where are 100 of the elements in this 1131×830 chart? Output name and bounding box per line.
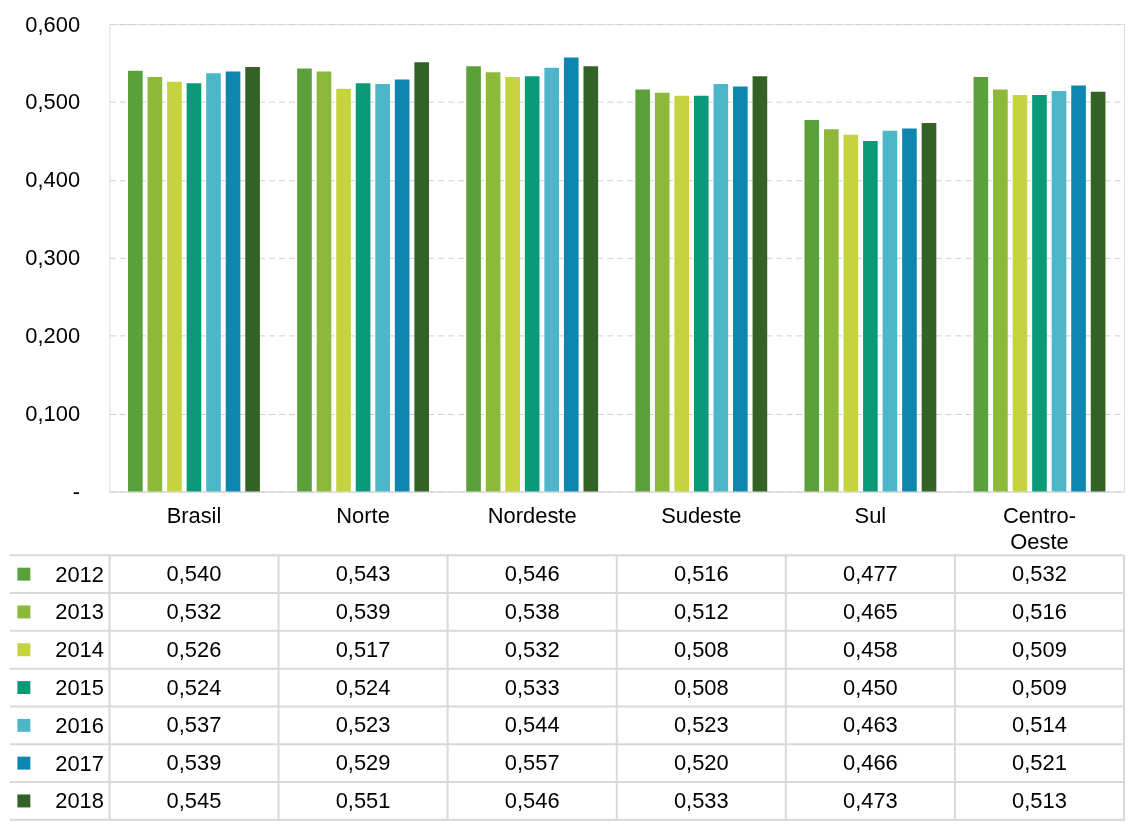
data-label: 0,517 xyxy=(335,636,391,662)
y-tick-label: - xyxy=(72,479,81,505)
y-tick-label: 0,400 xyxy=(25,167,81,193)
data-label: 0,509 xyxy=(1012,636,1067,662)
bar xyxy=(186,83,202,492)
bar xyxy=(147,77,163,492)
x-tick-label: Norte xyxy=(336,502,390,528)
bar xyxy=(505,77,520,492)
bar xyxy=(128,70,143,492)
legend-label: 2016 xyxy=(55,712,104,738)
bar xyxy=(206,73,221,492)
bar xyxy=(823,129,839,492)
bar xyxy=(863,140,878,492)
x-tick-label: Sul xyxy=(854,502,887,528)
bar xyxy=(973,77,989,492)
bar xyxy=(693,95,709,492)
data-label: 0,463 xyxy=(843,712,898,738)
bar xyxy=(1051,91,1067,492)
bar xyxy=(485,72,501,492)
bar xyxy=(563,57,579,492)
bar xyxy=(1032,94,1047,492)
data-label: 0,539 xyxy=(166,750,222,776)
x-tick-label: Brasil xyxy=(166,502,222,528)
data-label: 0,537 xyxy=(166,712,222,738)
bar xyxy=(544,67,560,492)
bar xyxy=(375,84,390,492)
data-label: 0,477 xyxy=(843,561,898,587)
data-label: 0,539 xyxy=(335,598,391,624)
legend-label: 2017 xyxy=(55,750,104,776)
data-label: 0,533 xyxy=(673,787,729,813)
bar xyxy=(752,76,768,492)
legend-label: 2014 xyxy=(55,637,104,663)
data-label: 0,521 xyxy=(1012,750,1067,776)
x-tick-label: Sudeste xyxy=(661,502,742,528)
bar xyxy=(394,79,410,492)
data-label: 0,546 xyxy=(504,787,560,813)
legend-label: 2012 xyxy=(55,561,104,587)
bar xyxy=(1090,91,1106,492)
data-label: 0,551 xyxy=(335,787,391,813)
bar xyxy=(993,89,1008,492)
x-tick-label: Nordeste xyxy=(487,502,577,528)
bar xyxy=(635,89,650,492)
data-label: 0,540 xyxy=(166,561,222,587)
data-label: 0,466 xyxy=(843,750,898,776)
y-tick-label: 0,600 xyxy=(25,11,81,37)
bar xyxy=(713,84,729,492)
y-tick-label: 0,200 xyxy=(25,323,81,349)
bar xyxy=(843,134,859,492)
legend-label: 2015 xyxy=(55,675,104,700)
bar xyxy=(1071,85,1086,492)
data-label: 0,450 xyxy=(843,674,898,700)
data-label: 0,533 xyxy=(504,674,560,700)
data-label: 0,516 xyxy=(673,561,729,587)
bar xyxy=(1012,94,1028,492)
data-label: 0,532 xyxy=(1012,561,1067,587)
bar xyxy=(316,71,332,492)
bar xyxy=(466,66,481,492)
y-tick-label: 0,100 xyxy=(25,401,81,427)
bar xyxy=(524,76,540,492)
data-label: 0,516 xyxy=(1012,598,1067,624)
data-label: 0,458 xyxy=(843,636,898,662)
data-label: 0,473 xyxy=(843,787,898,813)
bar xyxy=(804,119,820,492)
data-label: 0,538 xyxy=(504,598,560,624)
data-label: 0,520 xyxy=(673,750,729,776)
data-label: 0,465 xyxy=(843,598,898,624)
data-label: 0,509 xyxy=(1012,674,1067,700)
bar xyxy=(902,128,917,492)
bar xyxy=(336,88,351,492)
data-label: 0,524 xyxy=(166,674,222,700)
data-label: 0,546 xyxy=(504,561,560,587)
bar xyxy=(674,95,690,492)
data-label: 0,514 xyxy=(1012,712,1067,738)
legend-label: 2013 xyxy=(55,599,104,625)
data-label: 0,544 xyxy=(504,712,560,738)
data-label: 0,523 xyxy=(335,712,391,738)
data-label: 0,529 xyxy=(335,750,391,776)
data-label: 0,532 xyxy=(504,636,560,662)
x-tick-label: Centro-Oeste xyxy=(1003,502,1076,554)
y-tick-label: 0,500 xyxy=(25,89,81,115)
data-label: 0,526 xyxy=(166,636,222,662)
data-label: 0,508 xyxy=(673,674,729,700)
bar xyxy=(297,68,312,492)
bar xyxy=(882,130,898,492)
y-tick-label: 0,300 xyxy=(25,245,81,271)
bar xyxy=(225,71,241,492)
data-label: 0,512 xyxy=(673,598,729,624)
bar xyxy=(654,92,670,492)
data-label: 0,524 xyxy=(335,674,391,700)
bar xyxy=(583,66,599,492)
bar xyxy=(167,81,182,492)
data-label: 0,513 xyxy=(1012,787,1067,813)
data-label: 0,543 xyxy=(335,561,391,587)
legend-label: 2018 xyxy=(55,788,104,814)
data-label: 0,523 xyxy=(673,712,729,738)
bar xyxy=(355,83,371,492)
data-label: 0,532 xyxy=(166,598,222,624)
data-label: 0,545 xyxy=(166,787,222,813)
bar xyxy=(921,123,937,492)
data-label: 0,557 xyxy=(504,750,560,776)
